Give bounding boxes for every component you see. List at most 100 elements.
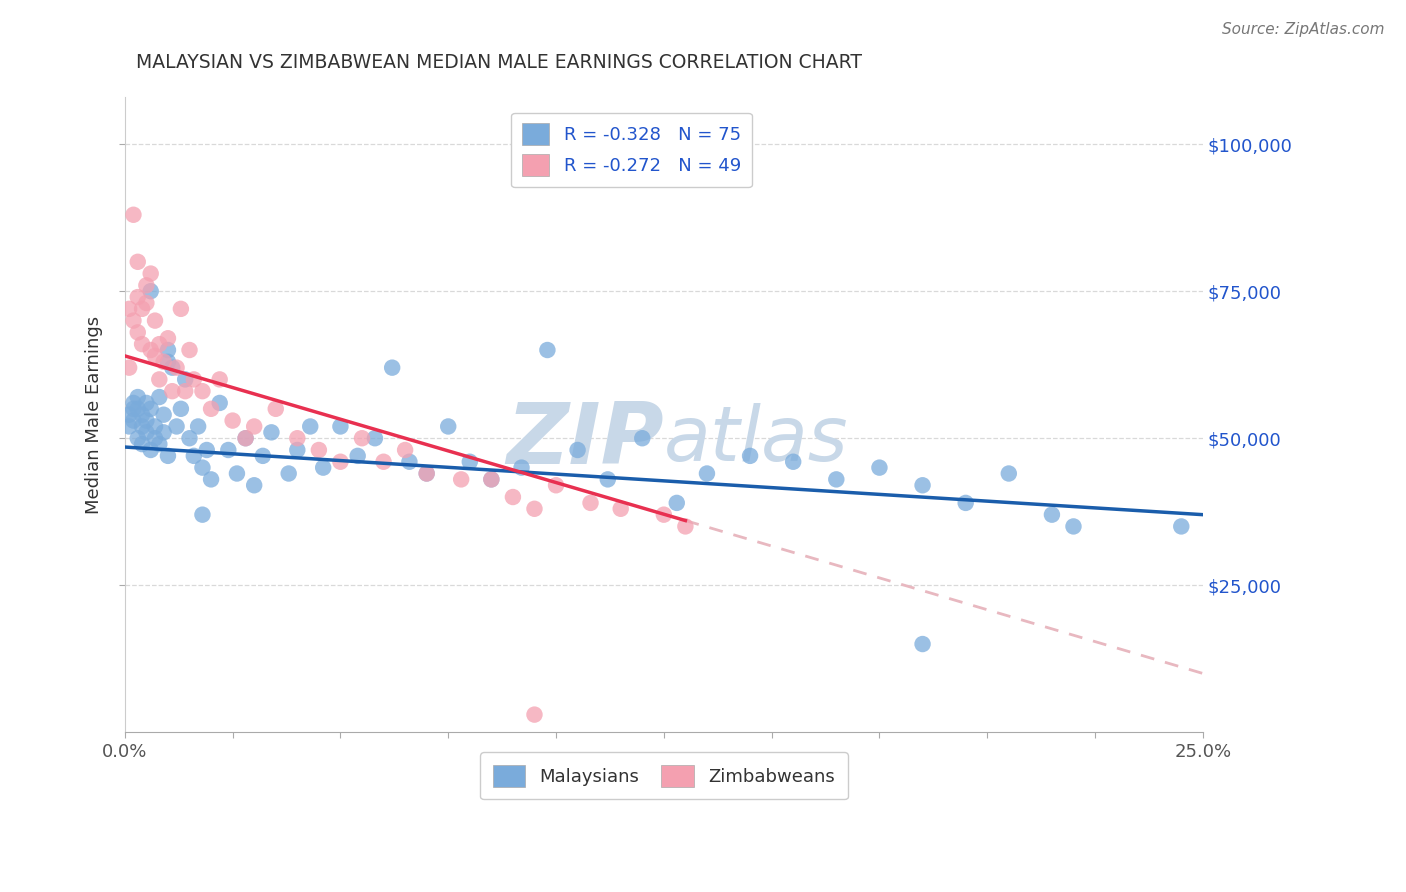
Point (127, 431, 149, 445)
Point (166, 360, 188, 375)
Point (148, 437, 170, 451)
Point (152, 355, 174, 369)
Point (437, 419, 460, 434)
Point (152, 408, 174, 422)
Point (191, 508, 214, 522)
Point (148, 372, 170, 386)
Point (131, 337, 153, 351)
Point (544, 478, 567, 492)
Point (868, 460, 890, 475)
Point (191, 384, 214, 399)
Point (911, 478, 934, 492)
Point (782, 455, 804, 469)
Point (285, 431, 308, 445)
Point (1063, 519, 1085, 533)
Point (696, 467, 718, 481)
Point (191, 460, 214, 475)
Point (394, 442, 416, 457)
Point (148, 390, 170, 404)
Point (997, 467, 1019, 481)
Point (135, 396, 157, 410)
Point (235, 431, 257, 445)
Point (1170, 519, 1192, 533)
Point (118, 419, 141, 434)
Point (183, 449, 205, 463)
Point (523, 707, 546, 722)
Point (135, 278, 157, 293)
Point (299, 419, 322, 434)
Point (187, 419, 209, 434)
Point (479, 472, 502, 486)
Point (135, 414, 157, 428)
Point (152, 425, 174, 440)
Point (673, 519, 696, 533)
Point (350, 431, 373, 445)
Point (122, 396, 145, 410)
Point (156, 331, 179, 345)
Point (1040, 508, 1063, 522)
Point (139, 284, 162, 298)
Point (285, 442, 308, 457)
Text: ZIP: ZIP (506, 399, 664, 482)
Point (174, 384, 197, 399)
Point (127, 326, 149, 340)
Y-axis label: Median Male Earnings: Median Male Earnings (86, 316, 103, 514)
Point (911, 637, 934, 651)
Point (122, 313, 145, 327)
Point (609, 501, 631, 516)
Point (536, 343, 558, 357)
Point (308, 442, 330, 457)
Point (156, 449, 179, 463)
Point (312, 460, 335, 475)
Point (156, 355, 179, 369)
Point (131, 408, 153, 422)
Point (148, 337, 170, 351)
Text: MALAYSIAN VS ZIMBABWEAN MEDIAN MALE EARNINGS CORRELATION CHART: MALAYSIAN VS ZIMBABWEAN MEDIAN MALE EARN… (135, 53, 862, 71)
Point (415, 467, 437, 481)
Point (139, 401, 162, 416)
Point (243, 478, 266, 492)
Point (122, 414, 145, 428)
Point (329, 419, 352, 434)
Point (329, 455, 352, 469)
Legend: Malaysians, Zimbabweans: Malaysians, Zimbabweans (479, 752, 848, 799)
Point (364, 431, 387, 445)
Point (652, 508, 675, 522)
Point (398, 455, 420, 469)
Point (170, 301, 193, 316)
Point (567, 442, 589, 457)
Point (373, 455, 395, 469)
Point (226, 467, 249, 481)
Point (450, 472, 472, 486)
Point (127, 290, 149, 304)
Point (264, 401, 287, 416)
Point (955, 496, 977, 510)
Point (166, 419, 188, 434)
Point (346, 449, 368, 463)
Point (143, 419, 166, 434)
Point (127, 390, 149, 404)
Point (139, 343, 162, 357)
Point (479, 472, 502, 486)
Point (131, 419, 153, 434)
Point (200, 401, 222, 416)
Point (235, 431, 257, 445)
Point (122, 401, 145, 416)
Point (143, 313, 166, 327)
Point (183, 372, 205, 386)
Point (143, 349, 166, 363)
Point (221, 414, 243, 428)
Point (277, 467, 299, 481)
Point (118, 408, 141, 422)
Point (665, 496, 688, 510)
Point (200, 472, 222, 486)
Point (162, 384, 184, 399)
Point (825, 472, 848, 486)
Point (195, 442, 218, 457)
Point (135, 296, 157, 310)
Point (217, 442, 239, 457)
Point (174, 372, 197, 386)
Point (579, 496, 602, 510)
Point (179, 343, 201, 357)
Point (127, 401, 149, 416)
